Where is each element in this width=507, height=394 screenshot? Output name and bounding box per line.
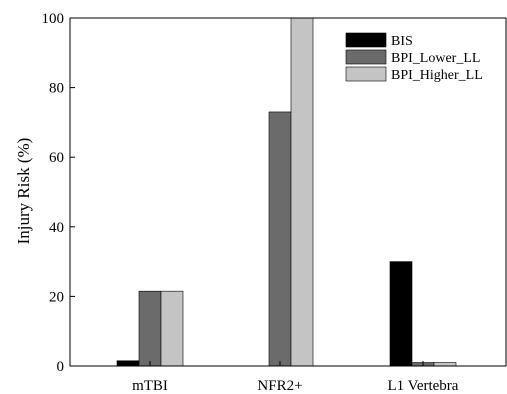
bar-bis-mtbi (116, 360, 140, 367)
y-tick-label: 40 (49, 220, 64, 236)
y-tick-label: 100 (42, 11, 65, 27)
legend-swatch (345, 32, 387, 48)
plot-frame (69, 17, 507, 367)
x-tick-label: NFR2+ (257, 378, 302, 394)
y-tick-label: 0 (57, 359, 65, 375)
legend: BIS BPI_Lower_LL BPI_Higher_LL (341, 28, 502, 86)
y-tick-label: 60 (49, 150, 64, 166)
legend-swatch (345, 66, 387, 82)
bar-bpi-higher-ll-nfr2- (290, 17, 314, 367)
bar-bpi-higher-ll-l1-vertebra (433, 362, 457, 367)
x-tick-label: L1 Vertebra (388, 378, 459, 394)
legend-swatch (345, 49, 387, 65)
legend-label: BPI_Lower_LL (391, 51, 480, 66)
bar-bpi-lower-ll-nfr2- (268, 111, 292, 367)
legend-label: BPI_Higher_LL (391, 68, 483, 83)
bars-layer (116, 17, 457, 367)
axes-layer: 0 20 40 60 80 100 mTBI NFR2+ L1 Vertebra (42, 11, 507, 394)
legend-label: BIS (391, 34, 413, 49)
y-tick-label: 80 (49, 81, 64, 97)
y-axis-label: Injury Risk (%) (14, 138, 33, 245)
bar-bpi-higher-ll-mtbi (160, 290, 184, 367)
y-tick-label: 20 (49, 289, 64, 305)
bar-bpi-lower-ll-mtbi (138, 290, 162, 367)
x-tick-label: mTBI (132, 378, 168, 394)
bar-bis-l1-vertebra (389, 261, 413, 367)
